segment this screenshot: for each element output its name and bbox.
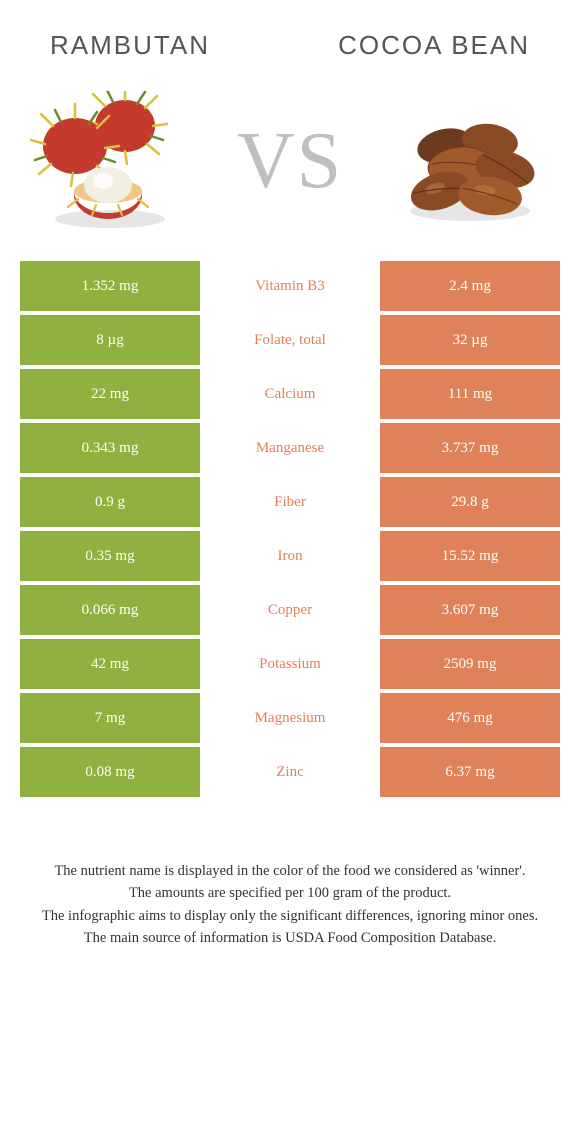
table-row: 22 mgCalcium111 mg [20,369,560,419]
comparison-table: 1.352 mgVitamin B32.4 mg8 µgFolate, tota… [0,261,580,797]
cell-right: 6.37 mg [380,747,560,797]
nutrient-name: Vitamin B3 [200,261,380,311]
table-row: 7 mgMagnesium476 mg [20,693,560,743]
nutrient-name: Potassium [200,639,380,689]
table-row: 1.352 mgVitamin B32.4 mg [20,261,560,311]
cell-right: 32 µg [380,315,560,365]
infographic-page: RAMBUTAN COCOA BEAN [0,0,580,1144]
cocoa-image [390,91,550,231]
cell-left: 7 mg [20,693,200,743]
rambutan-image [30,91,190,231]
footnote-line: The amounts are specified per 100 gram o… [30,883,550,903]
footnote-line: The nutrient name is displayed in the co… [30,861,550,881]
nutrient-name: Copper [200,585,380,635]
nutrient-name: Zinc [200,747,380,797]
cell-right: 15.52 mg [380,531,560,581]
table-row: 0.9 gFiber29.8 g [20,477,560,527]
footnote-line: The main source of information is USDA F… [30,928,550,948]
nutrient-name: Calcium [200,369,380,419]
vs-label: VS [237,116,343,207]
nutrient-name: Magnesium [200,693,380,743]
hero-row: VS [0,71,580,261]
table-row: 0.08 mgZinc6.37 mg [20,747,560,797]
cell-left: 0.343 mg [20,423,200,473]
table-row: 0.343 mgManganese3.737 mg [20,423,560,473]
nutrient-name: Iron [200,531,380,581]
cell-right: 2.4 mg [380,261,560,311]
title-right: COCOA BEAN [338,30,530,61]
cell-right: 3.737 mg [380,423,560,473]
cell-left: 22 mg [20,369,200,419]
cell-right: 2509 mg [380,639,560,689]
cell-right: 111 mg [380,369,560,419]
nutrient-name: Fiber [200,477,380,527]
cell-left: 1.352 mg [20,261,200,311]
title-left: RAMBUTAN [50,30,210,61]
cell-right: 29.8 g [380,477,560,527]
table-row: 8 µgFolate, total32 µg [20,315,560,365]
cell-left: 0.08 mg [20,747,200,797]
table-row: 0.066 mgCopper3.607 mg [20,585,560,635]
table-row: 42 mgPotassium2509 mg [20,639,560,689]
cocoa-icon [390,91,550,231]
footnotes: The nutrient name is displayed in the co… [0,801,580,948]
nutrient-name: Manganese [200,423,380,473]
footnote-line: The infographic aims to display only the… [30,906,550,926]
table-row: 0.35 mgIron15.52 mg [20,531,560,581]
cell-left: 0.35 mg [20,531,200,581]
cell-left: 42 mg [20,639,200,689]
titles-row: RAMBUTAN COCOA BEAN [0,0,580,71]
cell-left: 0.9 g [20,477,200,527]
cell-left: 8 µg [20,315,200,365]
cell-right: 476 mg [380,693,560,743]
rambutan-icon [30,91,190,231]
cell-right: 3.607 mg [380,585,560,635]
cell-left: 0.066 mg [20,585,200,635]
nutrient-name: Folate, total [200,315,380,365]
